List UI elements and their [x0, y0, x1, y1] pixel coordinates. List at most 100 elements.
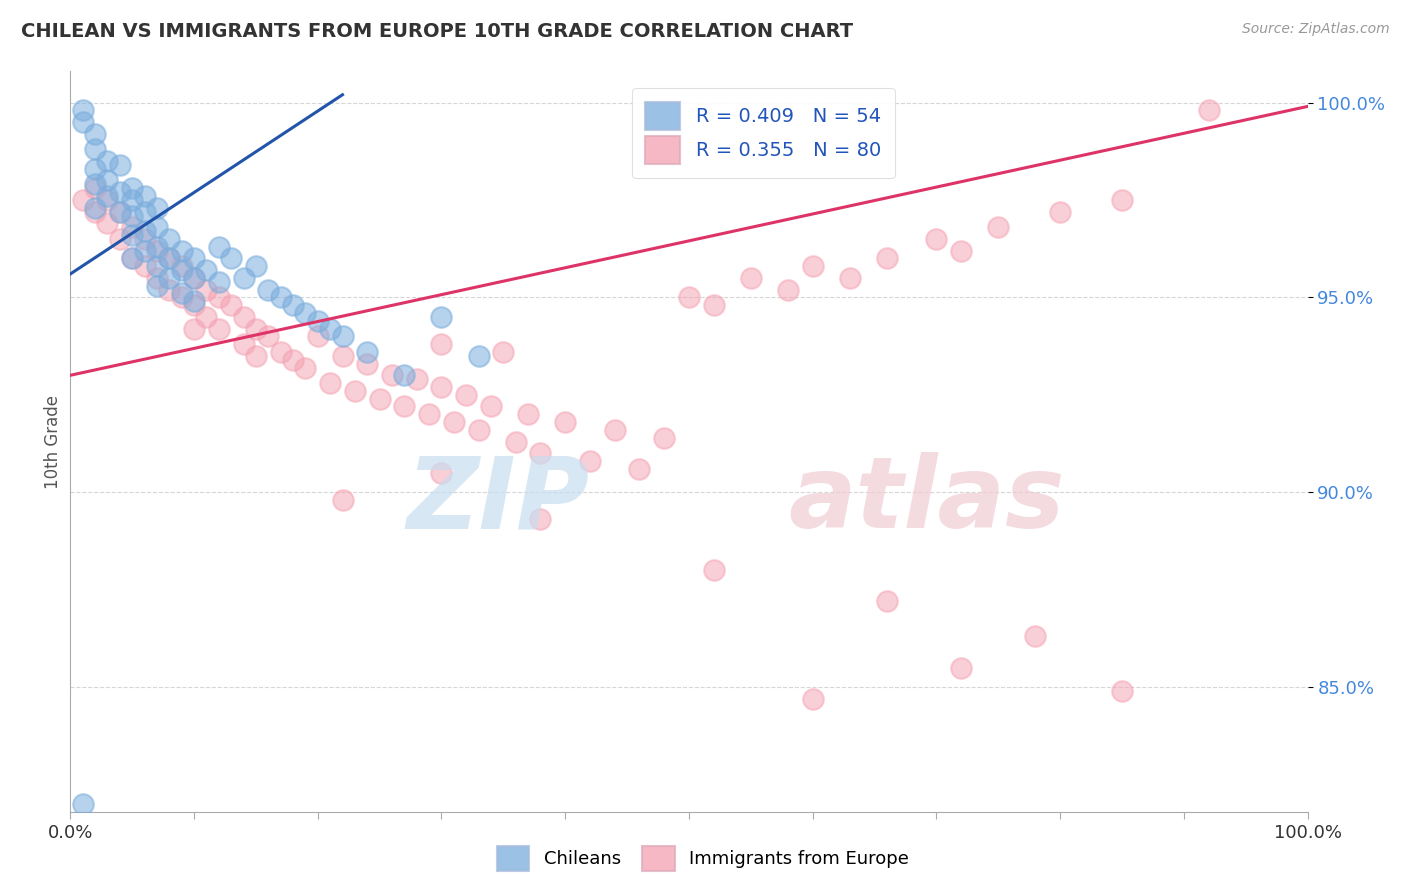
Point [183, 298, 205, 312]
Point [72, 115, 94, 129]
Point [108, 158, 131, 172]
Point [84, 127, 107, 141]
Point [121, 209, 143, 223]
Point [232, 271, 254, 285]
Point [121, 220, 143, 235]
Point [703, 563, 725, 577]
Point [195, 263, 218, 277]
Point [394, 368, 416, 383]
Point [776, 283, 799, 297]
Point [170, 286, 193, 301]
Text: ZIP: ZIP [406, 452, 591, 549]
Point [430, 380, 453, 394]
Point [925, 232, 948, 246]
Point [219, 252, 242, 266]
Point [134, 224, 156, 238]
Point [108, 204, 131, 219]
Point [332, 493, 354, 508]
Point [208, 240, 231, 254]
Point [430, 466, 453, 480]
Point [134, 244, 156, 258]
Point [456, 388, 478, 402]
Point [876, 252, 898, 266]
Point [170, 290, 193, 304]
Point [579, 454, 602, 468]
Point [170, 263, 193, 277]
Point [96, 193, 118, 207]
Point [257, 283, 280, 297]
Point [270, 290, 292, 304]
Point [96, 216, 118, 230]
Point [183, 294, 205, 309]
Point [208, 275, 231, 289]
Point [505, 434, 527, 449]
Point [281, 352, 304, 367]
Point [121, 252, 143, 266]
Point [157, 232, 180, 246]
Point [245, 321, 267, 335]
Point [307, 329, 329, 343]
Point [108, 232, 131, 246]
Point [270, 345, 292, 359]
Legend: Chileans, Immigrants from Europe: Chileans, Immigrants from Europe [489, 838, 917, 879]
Point [84, 161, 107, 176]
Point [146, 271, 169, 285]
Point [1198, 103, 1220, 118]
Point [529, 512, 551, 526]
Point [232, 310, 254, 324]
Point [208, 321, 231, 335]
Point [838, 271, 860, 285]
Point [195, 283, 218, 297]
Point [517, 407, 540, 421]
Point [170, 244, 193, 258]
Point [121, 252, 143, 266]
Point [84, 201, 107, 215]
Point [183, 252, 205, 266]
Point [195, 310, 218, 324]
Point [96, 153, 118, 168]
Point [96, 173, 118, 187]
Point [492, 345, 515, 359]
Point [405, 372, 427, 386]
Text: Source: ZipAtlas.com: Source: ZipAtlas.com [1241, 22, 1389, 37]
Point [479, 400, 502, 414]
Point [876, 594, 898, 608]
Point [84, 181, 107, 195]
Point [84, 178, 107, 192]
Text: atlas: atlas [787, 452, 1064, 549]
Point [1111, 193, 1133, 207]
Point [529, 446, 551, 460]
Point [108, 204, 131, 219]
Point [801, 259, 824, 273]
Point [987, 220, 1010, 235]
Point [394, 400, 416, 414]
Point [96, 189, 118, 203]
Point [307, 314, 329, 328]
Point [554, 415, 576, 429]
Point [146, 220, 169, 235]
Point [72, 103, 94, 118]
Point [84, 204, 107, 219]
Point [183, 321, 205, 335]
Point [146, 278, 169, 293]
Point [134, 232, 156, 246]
Point [950, 660, 973, 674]
Point [443, 415, 465, 429]
Point [208, 290, 231, 304]
Point [603, 423, 626, 437]
Point [183, 271, 205, 285]
Legend: R = 0.409   N = 54, R = 0.355   N = 80: R = 0.409 N = 54, R = 0.355 N = 80 [631, 88, 894, 178]
Point [1111, 684, 1133, 698]
Point [72, 193, 94, 207]
Point [157, 283, 180, 297]
Point [332, 329, 354, 343]
Point [157, 271, 180, 285]
Point [146, 201, 169, 215]
Point [332, 349, 354, 363]
Point [146, 259, 169, 273]
Point [146, 240, 169, 254]
Point [294, 360, 316, 375]
Point [950, 244, 973, 258]
Point [170, 259, 193, 273]
Point [281, 298, 304, 312]
